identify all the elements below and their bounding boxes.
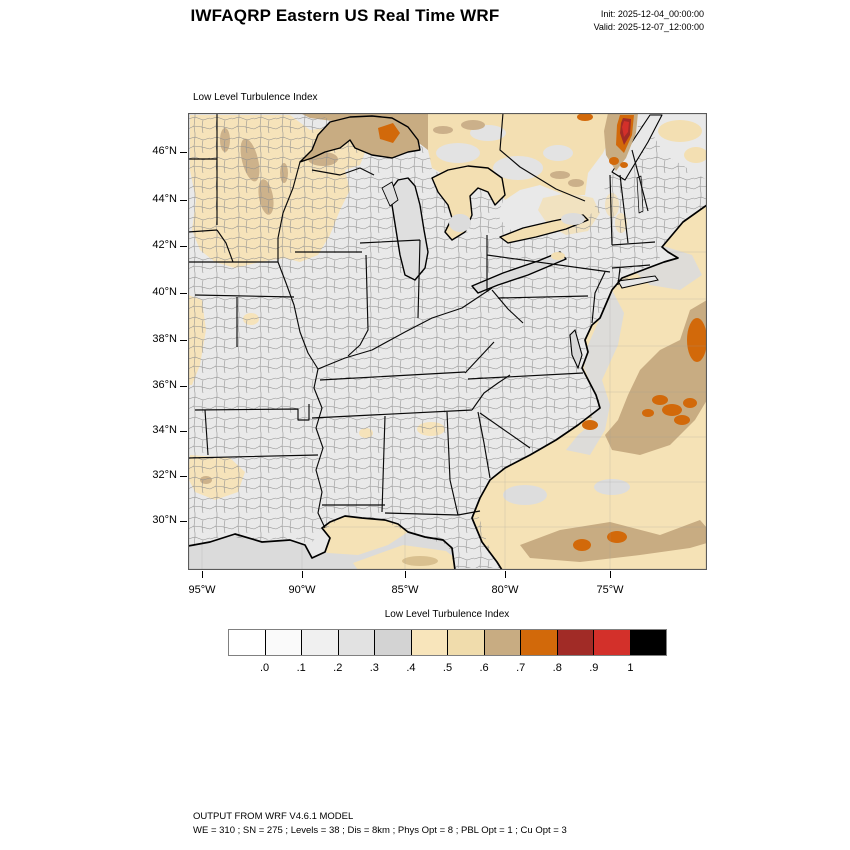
lat-tick bbox=[180, 386, 187, 387]
colorbar-cell bbox=[483, 630, 520, 655]
lat-tick bbox=[180, 340, 187, 341]
colorbar-tick-label: .8 bbox=[552, 662, 562, 674]
offshore-orange-speckles bbox=[573, 395, 697, 551]
map-frame-border bbox=[187, 112, 708, 571]
colorbar-cell bbox=[229, 630, 265, 655]
colorbar-cell bbox=[410, 630, 447, 655]
lake-ontario-gray bbox=[561, 213, 585, 225]
lon-tick bbox=[610, 571, 611, 578]
northeast-hotspot bbox=[577, 113, 638, 171]
colorbar-tick-label: .6 bbox=[479, 662, 489, 674]
colorbar-cell bbox=[629, 630, 666, 655]
colorbar-cell bbox=[264, 630, 301, 655]
lon-tick bbox=[505, 571, 506, 578]
page-title: IWFAQRP Eastern US Real Time WRF bbox=[190, 6, 500, 25]
map-field-title: Low Level Turbulence Index bbox=[193, 92, 318, 103]
lat-tick bbox=[180, 476, 187, 477]
lake-erie-cream bbox=[551, 252, 565, 260]
green-bay bbox=[381, 181, 399, 207]
colorbar-cell bbox=[374, 630, 411, 655]
colorbar-tick-label: .1 bbox=[296, 662, 306, 674]
superior-orange-max bbox=[378, 123, 400, 143]
colorbar-title: Low Level Turbulence Index bbox=[384, 609, 510, 620]
lat-tick-label: 38°N bbox=[152, 333, 177, 345]
colorbar-tick-label: .5 bbox=[442, 662, 453, 674]
lon-tick-label: 95°W bbox=[188, 584, 216, 596]
colorbar bbox=[228, 629, 667, 656]
lat-tick bbox=[180, 200, 187, 201]
lon-tick-label: 75°W bbox=[596, 584, 624, 596]
map-canvas bbox=[187, 112, 708, 571]
lat-tick-label: 34°N bbox=[152, 424, 177, 436]
colorbar-tick-label: .2 bbox=[333, 662, 343, 674]
lat-tick-label: 36°N bbox=[152, 379, 177, 391]
lon-tick-label: 85°W bbox=[391, 584, 419, 596]
lat-tick-label: 44°N bbox=[152, 193, 177, 205]
long-island bbox=[617, 275, 659, 289]
model-info: OUTPUT FROM WRF V4.6.1 MODEL WE = 310 ; … bbox=[193, 810, 567, 838]
colorbar-tick-label: .7 bbox=[516, 662, 526, 674]
colorbar-tick-label: 1 bbox=[627, 662, 634, 674]
lake-michigan bbox=[391, 177, 429, 281]
lat-tick-label: 42°N bbox=[152, 239, 177, 251]
turbulence-map-svg bbox=[187, 112, 708, 571]
lat-tick-label: 32°N bbox=[152, 469, 177, 481]
lat-tick-label: 30°N bbox=[152, 514, 177, 526]
valid-time: Valid: 2025-12-07_12:00:00 bbox=[593, 22, 704, 32]
lat-tick bbox=[180, 521, 187, 522]
colorbar-cell bbox=[301, 630, 338, 655]
colorbar-tick-label: .4 bbox=[406, 662, 416, 674]
coastline bbox=[187, 204, 708, 571]
coastal-details bbox=[569, 275, 659, 370]
colorbar-tick-label: .3 bbox=[369, 662, 379, 674]
lon-tick bbox=[302, 571, 303, 578]
run-times: Init: 2025-12-04_00:00:00 Valid: 2025-12… bbox=[594, 8, 704, 34]
state-boundaries bbox=[187, 112, 656, 529]
lon-tick bbox=[405, 571, 406, 578]
lat-tick-label: 40°N bbox=[152, 286, 177, 298]
colorbar-cell bbox=[337, 630, 374, 655]
lon-tick-label: 90°W bbox=[288, 584, 316, 596]
model-info-line1: OUTPUT FROM WRF V4.6.1 MODEL bbox=[193, 811, 354, 822]
colorbar-tick-label: .9 bbox=[589, 662, 599, 674]
colorbar-cell bbox=[593, 630, 630, 655]
lat-tick bbox=[180, 431, 187, 432]
init-time: Init: 2025-12-04_00:00:00 bbox=[600, 9, 704, 19]
lake-huron-gray bbox=[449, 214, 471, 232]
lon-tick-label: 80°W bbox=[491, 584, 519, 596]
colorbar-cell bbox=[556, 630, 593, 655]
model-info-line2: WE = 310 ; SN = 275 ; Levels = 38 ; Dis … bbox=[193, 825, 567, 836]
colorbar-tick-label: .0 bbox=[259, 662, 270, 674]
lat-tick bbox=[180, 293, 187, 294]
lat-tick bbox=[180, 152, 187, 153]
lat-tick-label: 46°N bbox=[152, 145, 177, 157]
colorbar-cell bbox=[447, 630, 484, 655]
lat-tick bbox=[180, 246, 187, 247]
colorbar-cell bbox=[520, 630, 557, 655]
lon-tick bbox=[202, 571, 203, 578]
